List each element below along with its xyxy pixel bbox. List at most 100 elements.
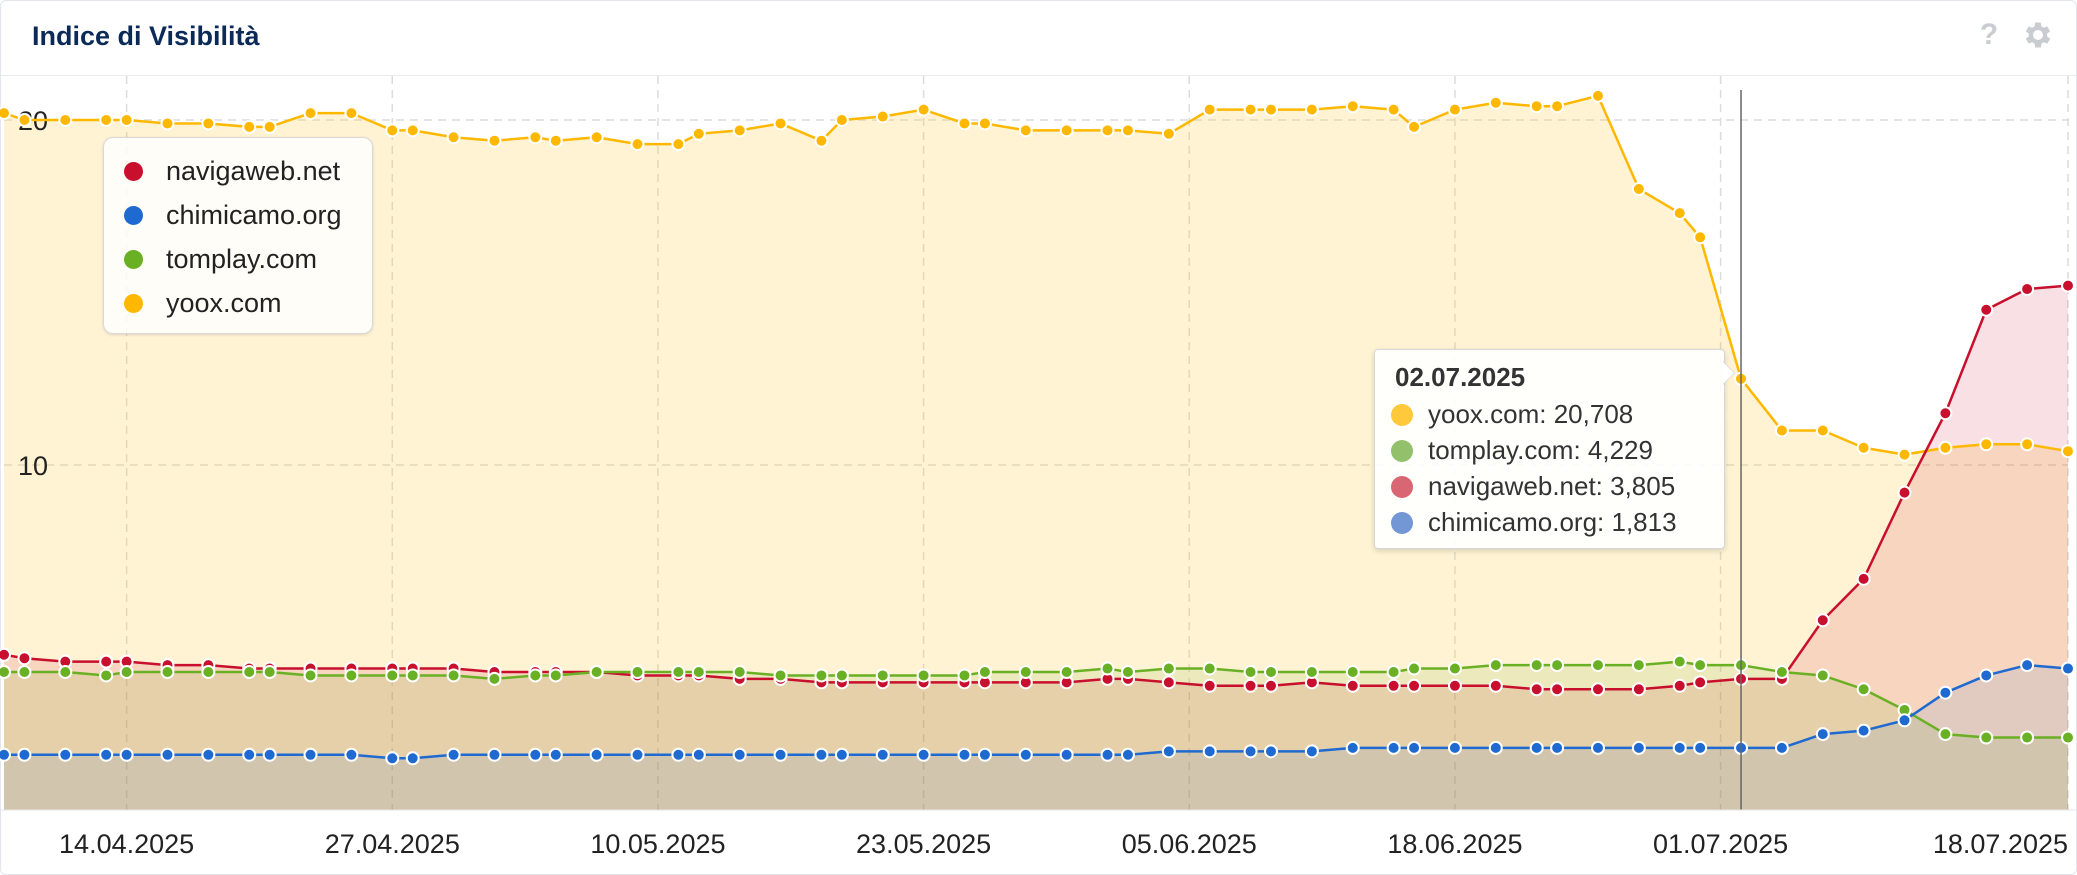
- tooltip-label: yoox.com: 20,708: [1428, 399, 1634, 429]
- data-point: [17, 113, 32, 127]
- data-point: [1672, 740, 1687, 755]
- data-point: [834, 113, 849, 127]
- data-point: [58, 113, 73, 127]
- data-point: [1938, 440, 1953, 455]
- data-point: [671, 747, 686, 762]
- data-point: [1100, 123, 1115, 138]
- legend-marker: [124, 162, 143, 181]
- data-point: [1938, 727, 1953, 742]
- data-point: [1345, 99, 1360, 114]
- data-point: [303, 747, 318, 762]
- data-point: [487, 133, 502, 148]
- data-point: [385, 123, 400, 138]
- chart-tooltip: 02.07.2025 yoox.com: 20,708 tomplay.com:…: [1374, 349, 1725, 549]
- data-point: [1979, 668, 1994, 683]
- data-point: [1345, 678, 1360, 693]
- data-point: [691, 665, 706, 679]
- data-point: [1243, 744, 1258, 759]
- data-point: [1590, 682, 1605, 697]
- data-point: [1304, 665, 1319, 679]
- data-point: [487, 747, 502, 762]
- data-point: [1529, 99, 1544, 114]
- data-point: [2020, 437, 2035, 452]
- data-point: [303, 106, 318, 121]
- data-point: [405, 123, 420, 138]
- data-point: [1774, 665, 1789, 679]
- data-point: [17, 747, 32, 762]
- data-point: [630, 747, 645, 762]
- data-point: [1264, 678, 1279, 693]
- x-tick-label: 27.04.2025: [325, 829, 460, 859]
- data-point: [1304, 744, 1319, 759]
- data-point: [99, 113, 114, 127]
- data-point: [589, 665, 604, 679]
- data-point: [1100, 661, 1115, 676]
- data-point: [875, 668, 890, 683]
- x-tick-label: 05.06.2025: [1122, 829, 1257, 859]
- data-point: [1161, 744, 1176, 759]
- data-point: [344, 747, 359, 762]
- data-point: [1815, 668, 1830, 683]
- data-point: [2020, 730, 2035, 745]
- series-line-tomplay: [4, 660, 2068, 739]
- data-point: [1774, 423, 1789, 438]
- data-point: [160, 665, 175, 679]
- data-point: [1979, 730, 1994, 745]
- data-point: [1897, 485, 1912, 500]
- data-point: [1938, 406, 1953, 421]
- x-tick-label: 14.04.2025: [59, 829, 194, 859]
- data-point: [1774, 740, 1789, 755]
- data-point: [1693, 675, 1708, 690]
- data-point: [2061, 444, 2075, 459]
- data-point: [1550, 740, 1565, 755]
- data-point: [834, 668, 849, 683]
- data-point: [1672, 654, 1687, 669]
- gear-icon[interactable]: [2021, 18, 2055, 52]
- data-point: [1386, 102, 1401, 117]
- data-point: [1631, 682, 1646, 697]
- x-tick-label: 01.07.2025: [1653, 829, 1788, 859]
- tooltip-marker: [1391, 476, 1413, 498]
- data-point: [814, 747, 829, 762]
- data-point: [446, 668, 461, 683]
- data-point: [1672, 678, 1687, 693]
- data-point: [1243, 678, 1258, 693]
- data-point: [242, 119, 257, 134]
- data-point: [1938, 685, 1953, 700]
- data-point: [1120, 665, 1135, 679]
- data-point: [814, 133, 829, 148]
- data-point: [99, 747, 114, 762]
- data-point: [385, 751, 400, 766]
- tooltip-label: tomplay.com: 4,229: [1428, 435, 1653, 465]
- data-point: [1590, 658, 1605, 673]
- data-point: [977, 747, 992, 762]
- data-point: [1693, 230, 1708, 245]
- data-point: [732, 123, 747, 138]
- data-point: [262, 119, 277, 134]
- data-point: [732, 747, 747, 762]
- data-point: [1856, 723, 1871, 738]
- data-point: [977, 116, 992, 131]
- data-point: [691, 126, 706, 141]
- x-tick-label: 10.05.2025: [590, 829, 725, 859]
- area-navigaweb: [4, 285, 2068, 811]
- data-point: [1815, 423, 1830, 438]
- legend-label: yoox.com: [166, 288, 282, 318]
- data-point: [1979, 302, 1994, 317]
- data-point: [1243, 102, 1258, 117]
- data-point: [1059, 123, 1074, 138]
- data-point: [548, 133, 563, 148]
- x-tick-label: 23.05.2025: [856, 829, 991, 859]
- data-point: [2061, 730, 2075, 745]
- data-point: [834, 747, 849, 762]
- data-point: [957, 747, 972, 762]
- data-point: [303, 668, 318, 683]
- data-point: [1447, 678, 1462, 693]
- data-point: [99, 668, 114, 683]
- data-point: [2061, 661, 2075, 676]
- question-icon[interactable]: ?: [1979, 18, 1999, 51]
- tooltip-date: 02.07.2025: [1395, 362, 1526, 392]
- data-point: [814, 668, 829, 683]
- data-point: [0, 665, 11, 679]
